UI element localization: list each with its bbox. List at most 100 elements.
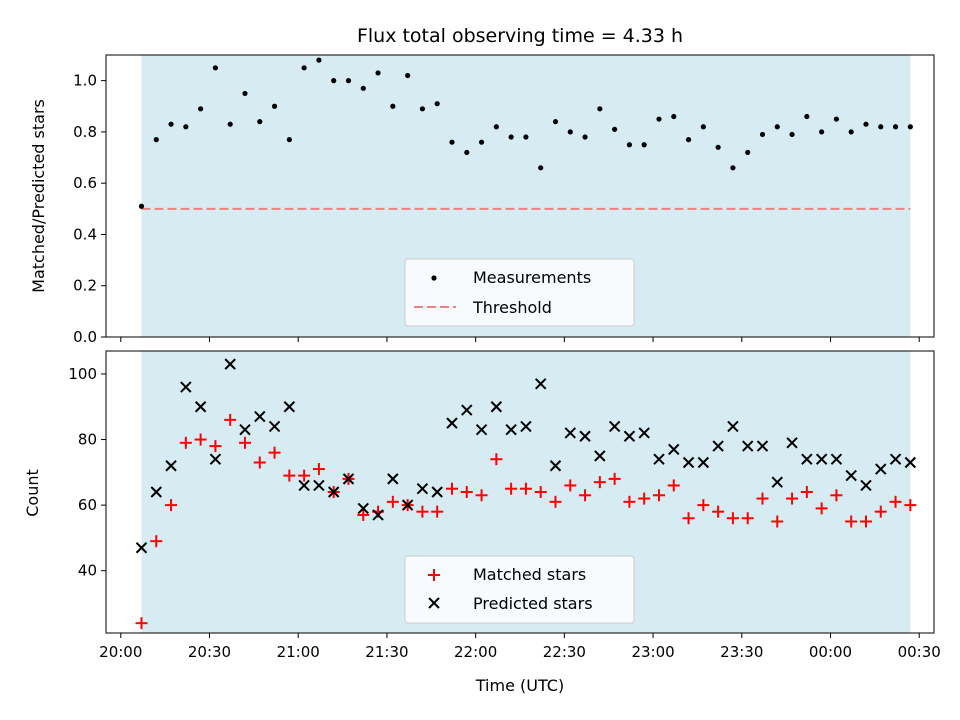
measurement-point bbox=[774, 124, 780, 130]
x-axis-label: Time (UTC) bbox=[475, 676, 564, 695]
y-tick-label: 40 bbox=[78, 562, 97, 580]
bottom-panel: 40 60 80 100 20:00 20:30 21:00 21:30 22:00 22:30… bbox=[23, 350, 941, 695]
measurement-point bbox=[671, 113, 677, 120]
matched-star-point bbox=[608, 472, 621, 485]
matched-star-point bbox=[519, 482, 532, 495]
measurement-point bbox=[168, 121, 174, 127]
predicted-star-point bbox=[298, 479, 310, 492]
predicted-star-point bbox=[815, 453, 828, 465]
predicted-star-point bbox=[372, 509, 384, 521]
predicted-star-point bbox=[135, 542, 148, 554]
predicted-star-point bbox=[623, 430, 636, 442]
predicted-star-point bbox=[638, 427, 650, 439]
matched-star-point bbox=[165, 499, 178, 512]
matched-star-point bbox=[179, 436, 192, 449]
predicted-star-point bbox=[534, 378, 547, 390]
measurement-point bbox=[419, 106, 426, 112]
bottom-legend: Matched stars Predicted stars bbox=[404, 555, 635, 624]
bottom-axes-frame bbox=[105, 350, 935, 634]
matched-star-point bbox=[800, 486, 813, 498]
matched-star-point bbox=[682, 512, 695, 525]
top-x-axis-ticks bbox=[120, 337, 920, 342]
matched-star-point bbox=[416, 505, 429, 518]
measurement-point bbox=[552, 119, 559, 125]
matched-star-point bbox=[697, 499, 710, 512]
legend-threshold-label: Threshold bbox=[472, 298, 552, 317]
y-tick-label: 0.6 bbox=[73, 174, 97, 192]
matched-star-point bbox=[135, 617, 148, 630]
measurement-point bbox=[257, 119, 263, 125]
matched-star-point bbox=[593, 476, 606, 489]
predicted-star-point bbox=[342, 473, 355, 485]
measurement-point bbox=[286, 137, 292, 143]
matched-star-point bbox=[490, 453, 503, 466]
top-y-axis-label: Matched/Predicted stars bbox=[29, 99, 48, 293]
matched-star-point bbox=[726, 512, 739, 525]
predicted-star-point bbox=[712, 440, 724, 452]
measurement-point bbox=[523, 134, 529, 140]
predicted-star-point bbox=[327, 486, 340, 498]
predicted-star-point bbox=[461, 404, 473, 416]
bottom-x-axis: 20:00 20:30 21:00 21:30 22:00 22:30 23:00 23:30… bbox=[99, 633, 941, 661]
measurement-point bbox=[375, 70, 381, 76]
x-tick-label: 21:00 bbox=[277, 643, 320, 661]
matched-star-point bbox=[224, 413, 237, 426]
matched-star-point bbox=[445, 482, 458, 495]
predicted-star-point bbox=[608, 420, 621, 433]
predicted-star-point bbox=[741, 440, 754, 452]
y-tick-label: 100 bbox=[68, 365, 97, 383]
predicted-star-point bbox=[401, 499, 414, 511]
predicted-star-point bbox=[387, 473, 399, 485]
predicted-star-point bbox=[727, 420, 739, 433]
measurement-point bbox=[183, 124, 189, 130]
predicted-star-point bbox=[313, 479, 325, 492]
measurement-point bbox=[390, 103, 396, 109]
predicted-star-point bbox=[845, 469, 857, 482]
measurement-point bbox=[745, 149, 751, 156]
predicted-star-point bbox=[904, 456, 917, 469]
predicted-star-point bbox=[860, 479, 872, 492]
measurement-point bbox=[212, 65, 219, 71]
predicted-star-point bbox=[254, 410, 266, 423]
matched-star-point bbox=[312, 463, 325, 476]
predicted-star-point bbox=[209, 453, 222, 465]
predicted-star-point bbox=[771, 476, 783, 488]
matched-star-point bbox=[874, 505, 887, 518]
x-tick-label: 20:30 bbox=[188, 643, 231, 661]
x-tick-label: 23:30 bbox=[720, 643, 763, 661]
x-tick-label: 20:00 bbox=[99, 643, 142, 661]
predicted-star-point bbox=[756, 440, 769, 452]
predicted-star-point bbox=[579, 430, 591, 442]
measurement-point bbox=[316, 57, 322, 63]
predicted-star-point bbox=[520, 420, 532, 433]
measurement-point bbox=[331, 78, 337, 84]
predicted-star-point bbox=[682, 456, 695, 469]
x-tick-label: 22:30 bbox=[543, 643, 586, 661]
matched-star-point bbox=[209, 440, 222, 453]
predicted-star-point bbox=[564, 427, 576, 439]
bottom-y-axis: 40 60 80 100 bbox=[68, 365, 106, 580]
predicted-star-point bbox=[165, 460, 177, 472]
x-tick-label: 00:00 bbox=[809, 643, 852, 661]
measurement-point bbox=[301, 65, 307, 71]
matched-star-point bbox=[460, 486, 473, 498]
y-tick-label: 0.8 bbox=[73, 123, 97, 141]
predicted-star-point bbox=[697, 456, 710, 469]
matched-star-point bbox=[815, 502, 828, 515]
predicted-star-point bbox=[283, 401, 296, 413]
matched-star-point bbox=[357, 508, 370, 521]
y-tick-label: 0.4 bbox=[73, 225, 97, 243]
legend-measurements-label: Measurements bbox=[473, 268, 591, 287]
top-panel: Flux total observing time = 4.33 h 0.00.… bbox=[29, 25, 935, 346]
top-plot-marks bbox=[138, 57, 913, 210]
predicted-star-point bbox=[180, 381, 192, 393]
measurement-point bbox=[198, 106, 204, 112]
matched-star-point bbox=[253, 456, 266, 469]
measurement-point bbox=[449, 139, 455, 145]
matched-star-point bbox=[579, 489, 592, 502]
y-tick-label: 1.0 bbox=[73, 72, 97, 90]
predicted-star-point bbox=[505, 423, 517, 436]
measurement-point bbox=[227, 121, 233, 127]
legend-plus-marker bbox=[428, 569, 440, 581]
predicted-star-point bbox=[150, 486, 162, 498]
